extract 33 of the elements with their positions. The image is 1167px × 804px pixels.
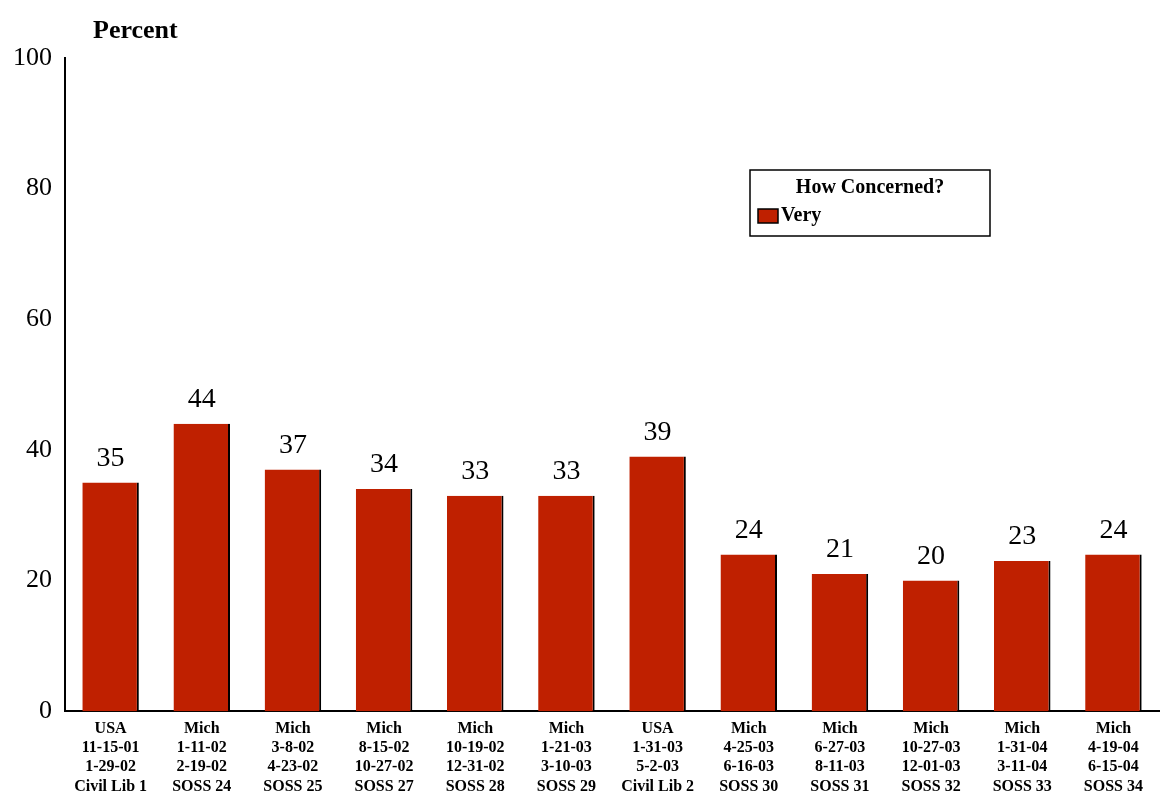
data-label: 21 [825,532,854,564]
x-tick-label: Mich 4-25-03 6-16-03 SOSS 30 [719,718,779,794]
legend-title: How Concerned? [795,175,945,198]
y-tick-label: 0 [39,695,52,725]
data-label: 24 [734,512,763,544]
x-tick-label: Mich 1-11-02 2-19-02 SOSS 24 [172,718,232,794]
data-label: 33 [552,454,581,485]
y-axis-title: Percent [93,14,179,44]
x-tick-label: USA 1-31-03 5-2-03 Civil Lib 2 [621,718,695,794]
data-label: 39 [643,414,672,446]
y-tick-label: 20 [26,564,52,594]
data-label: 20 [917,538,946,570]
y-tick-label: 60 [26,303,52,333]
y-tick-label: 80 [26,172,52,202]
y-tick-label: 100 [13,41,52,71]
x-tick-label: Mich 4-19-04 6-15-04 SOSS 34 [1083,718,1143,794]
x-tick-label: Mich 1-21-03 3-10-03 SOSS 29 [536,718,596,794]
data-label: 37 [278,427,307,459]
x-tick-label: Mich 10-19-02 12-31-02 SOSS 28 [445,718,505,794]
data-label: 44 [187,382,216,414]
data-label: 33 [461,454,490,485]
y-tick-label: 40 [26,433,52,463]
legend-label: Very [781,203,822,227]
data-label: 35 [96,440,125,472]
x-tick-label: Mich 1-31-04 3-11-04 SOSS 33 [992,718,1052,794]
x-tick-label: USA 11-15-01 1-29-02 Civil Lib 1 [74,718,148,794]
x-tick-label: Mich 10-27-03 12-01-03 SOSS 32 [901,718,961,794]
x-tick-label: Mich 3-8-02 4-23-02 SOSS 25 [263,718,323,794]
x-tick-label: Mich 6-27-03 8-11-03 SOSS 31 [810,718,870,794]
data-label: 34 [370,447,399,479]
data-label: 23 [1008,519,1037,551]
x-tick-label: Mich 8-15-02 10-27-02 SOSS 27 [354,718,414,794]
data-label: 24 [1099,512,1128,544]
